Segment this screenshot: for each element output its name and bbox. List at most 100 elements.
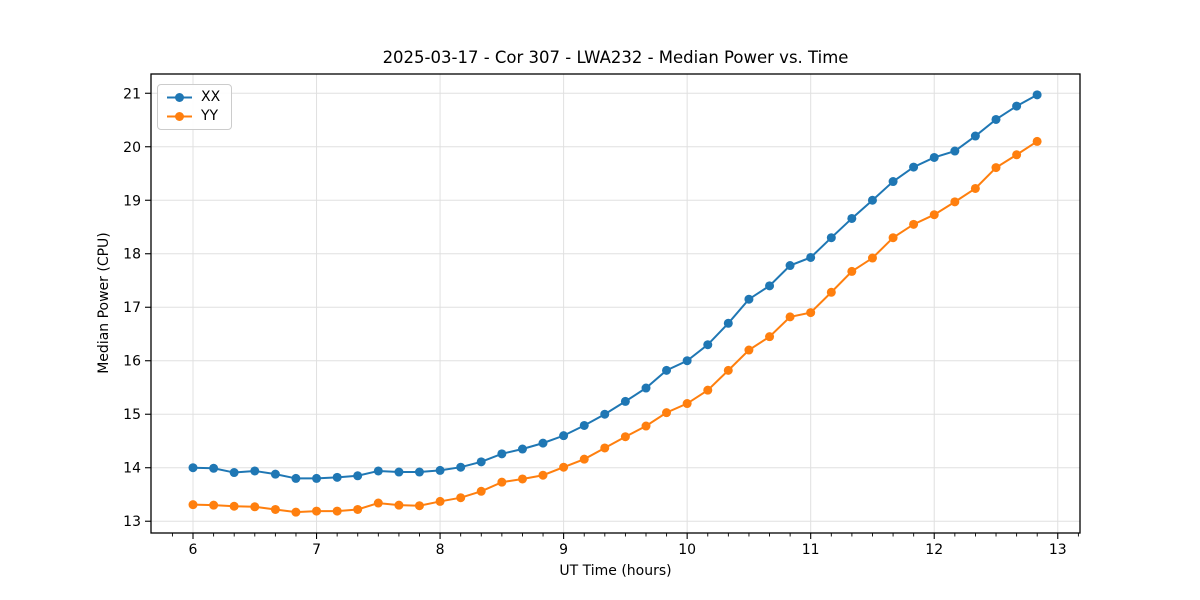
legend-item-yy: YY xyxy=(166,109,220,123)
data-point xyxy=(1032,90,1042,100)
x-tick-label: 8 xyxy=(436,542,445,558)
x-tick-label: 7 xyxy=(312,542,321,558)
data-point xyxy=(867,195,877,205)
y-tick-label: 14 xyxy=(123,461,141,477)
data-point xyxy=(517,474,527,484)
data-point xyxy=(579,420,589,430)
data-point xyxy=(929,210,939,220)
data-point xyxy=(291,473,301,483)
data-point xyxy=(353,471,363,481)
data-point xyxy=(229,468,239,478)
data-point xyxy=(188,463,198,473)
series-xx-line xyxy=(192,93,1038,480)
data-point xyxy=(703,340,713,350)
data-point xyxy=(888,177,898,187)
data-point xyxy=(744,294,754,304)
data-point xyxy=(517,444,527,454)
y-tick-label: 16 xyxy=(123,354,141,370)
x-tick-label: 11 xyxy=(802,542,820,558)
data-point xyxy=(312,506,322,516)
data-point xyxy=(497,449,507,459)
data-point xyxy=(312,473,322,483)
data-point xyxy=(373,466,383,476)
data-point xyxy=(229,501,239,511)
data-point xyxy=(497,477,507,487)
x-tick-label: 10 xyxy=(678,542,696,558)
data-point xyxy=(332,472,342,482)
data-point xyxy=(847,266,857,276)
legend-item-xx: XX xyxy=(166,90,220,104)
data-point xyxy=(456,462,466,472)
data-point xyxy=(970,183,980,193)
data-point xyxy=(435,465,445,475)
x-tick-label: 6 xyxy=(189,542,198,558)
y-tick-label: 18 xyxy=(123,247,141,263)
data-point xyxy=(250,502,260,512)
data-point xyxy=(394,500,404,510)
data-point xyxy=(703,385,713,395)
data-point xyxy=(1012,101,1022,111)
data-point xyxy=(991,163,1001,173)
data-point xyxy=(909,162,919,172)
data-point xyxy=(867,253,877,263)
data-point xyxy=(270,504,280,514)
y-tick-label: 21 xyxy=(123,86,141,102)
data-point xyxy=(414,467,424,477)
data-point xyxy=(476,486,486,496)
data-point xyxy=(559,431,569,441)
data-point xyxy=(641,421,651,431)
data-point xyxy=(765,281,775,291)
data-point xyxy=(806,308,816,318)
y-tick-label: 13 xyxy=(123,514,141,530)
legend-label-yy: YY xyxy=(201,108,219,124)
tick-labels: 6 7 8 9 10 11 12 13 13 14 15 16 17 18 19 20 21 xyxy=(123,86,1067,558)
series-yy-line xyxy=(192,140,1038,514)
data-point xyxy=(929,152,939,162)
data-point xyxy=(723,365,733,375)
data-point xyxy=(682,356,692,366)
series-xx xyxy=(188,90,1042,483)
data-point xyxy=(209,463,219,473)
data-point xyxy=(538,438,548,448)
x-tick-label: 9 xyxy=(559,542,568,558)
data-point xyxy=(600,409,610,419)
chart-title: 2025-03-17 - Cor 307 - LWA232 - Median P… xyxy=(382,48,849,67)
data-point xyxy=(950,146,960,156)
data-point xyxy=(1012,150,1022,160)
data-point xyxy=(785,312,795,322)
data-point xyxy=(744,345,754,355)
data-point xyxy=(723,318,733,328)
data-point xyxy=(847,213,857,223)
data-point xyxy=(270,469,280,479)
data-point xyxy=(888,233,898,243)
y-tick-label: 20 xyxy=(123,140,141,156)
y-axis-label: Median Power (CPU) xyxy=(96,232,112,374)
data-point xyxy=(662,408,672,418)
data-point xyxy=(353,504,363,514)
data-point xyxy=(579,454,589,464)
legend-line-marker-xx-icon xyxy=(167,92,192,102)
data-point xyxy=(826,233,836,243)
data-point xyxy=(332,506,342,516)
data-point xyxy=(600,443,610,453)
data-point xyxy=(970,131,980,141)
data-point xyxy=(950,197,960,207)
data-point xyxy=(559,462,569,472)
x-tick-label: 13 xyxy=(1049,542,1067,558)
series-yy xyxy=(188,136,1042,517)
data-point xyxy=(1032,136,1042,146)
data-point xyxy=(909,219,919,229)
data-point xyxy=(538,470,548,480)
data-point xyxy=(826,287,836,297)
data-point xyxy=(662,365,672,375)
data-point xyxy=(456,493,466,503)
legend: XX YY xyxy=(157,84,233,130)
x-axis-label: UT Time (hours) xyxy=(559,563,672,579)
data-point xyxy=(250,466,260,476)
data-point xyxy=(476,457,486,467)
legend-label-xx: XX xyxy=(201,89,221,105)
data-point xyxy=(682,399,692,409)
y-tick-label: 19 xyxy=(123,193,141,209)
